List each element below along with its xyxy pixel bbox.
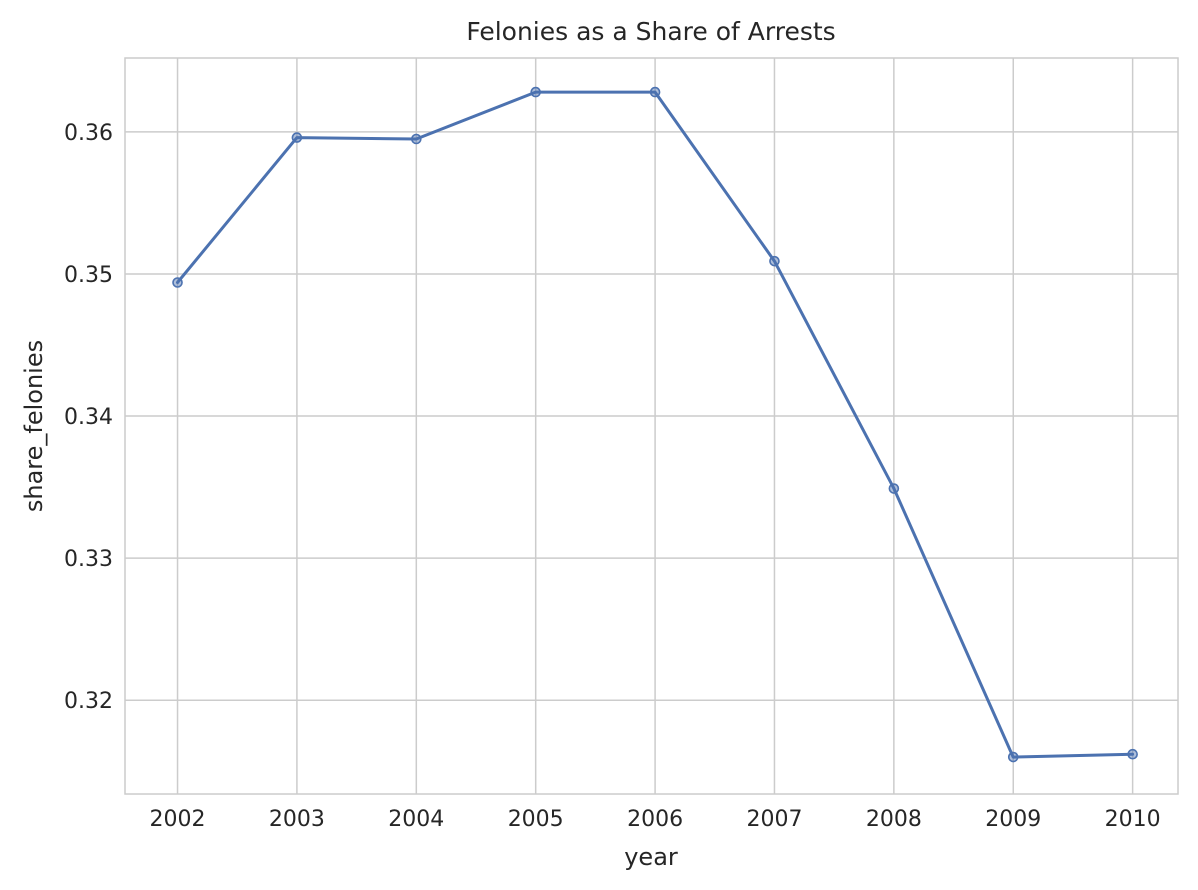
y-tick-labels: 0.32 0.33 0.34 0.35 0.36 bbox=[64, 121, 113, 714]
y-tick-label: 0.35 bbox=[64, 263, 113, 288]
data-point bbox=[172, 277, 183, 288]
data-point bbox=[649, 86, 661, 98]
x-tick-label: 2009 bbox=[985, 807, 1041, 832]
data-point bbox=[530, 86, 541, 98]
y-tick-label: 0.32 bbox=[64, 689, 113, 714]
y-tick-label: 0.36 bbox=[64, 121, 113, 146]
x-tick-labels: 2002 2003 2004 2005 2006 2007 2008 2009 2010 bbox=[150, 807, 1161, 832]
x-tick-label: 2004 bbox=[388, 807, 444, 832]
x-tick-label: 2008 bbox=[866, 807, 922, 832]
plot-area bbox=[124, 57, 1179, 795]
chart-title: Felonies as a Share of Arrests bbox=[466, 17, 835, 46]
x-tick-label: 2010 bbox=[1105, 807, 1161, 832]
series-line bbox=[176, 90, 1135, 759]
x-tick-label: 2003 bbox=[269, 807, 325, 832]
data-point bbox=[411, 133, 422, 145]
y-tick-label: 0.34 bbox=[64, 405, 113, 430]
x-tick-label: 2002 bbox=[150, 807, 206, 832]
x-tick-label: 2005 bbox=[508, 807, 564, 832]
y-grid bbox=[125, 131, 1178, 701]
x-axis-label: year bbox=[624, 843, 678, 871]
data-point bbox=[888, 483, 900, 494]
data-point bbox=[291, 132, 303, 143]
x-tick-label: 2007 bbox=[746, 807, 802, 832]
data-point bbox=[1127, 748, 1138, 760]
x-tick-label: 2006 bbox=[627, 807, 683, 832]
x-grid bbox=[176, 58, 1134, 794]
data-point bbox=[1007, 751, 1019, 763]
y-tick-label: 0.33 bbox=[64, 547, 113, 572]
data-point bbox=[769, 255, 780, 267]
series-layer bbox=[172, 86, 1138, 763]
y-axis-label: share_felonies bbox=[20, 340, 48, 512]
